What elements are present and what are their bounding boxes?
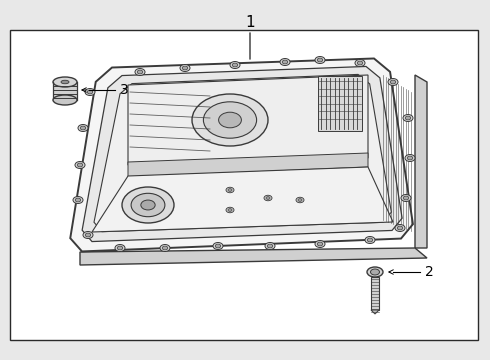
Ellipse shape [75,162,85,168]
Ellipse shape [78,125,88,131]
Ellipse shape [135,68,145,76]
Ellipse shape [53,95,77,105]
Ellipse shape [160,244,170,252]
Bar [318,76,362,131]
Ellipse shape [131,193,165,217]
Ellipse shape [73,197,83,203]
Ellipse shape [80,126,86,130]
Ellipse shape [315,240,325,248]
Ellipse shape [298,199,302,201]
Ellipse shape [388,78,398,86]
Ellipse shape [370,269,379,275]
Ellipse shape [180,64,190,72]
Ellipse shape [228,189,232,192]
Ellipse shape [141,200,155,210]
Ellipse shape [85,89,95,95]
Ellipse shape [203,102,257,138]
Ellipse shape [405,116,411,120]
Ellipse shape [266,197,270,199]
Ellipse shape [401,194,411,202]
Ellipse shape [226,187,234,193]
Ellipse shape [232,63,238,67]
Ellipse shape [317,242,323,246]
Ellipse shape [390,80,396,84]
Ellipse shape [182,66,188,70]
Ellipse shape [264,195,272,201]
Ellipse shape [407,156,413,160]
Ellipse shape [357,61,363,65]
Ellipse shape [219,112,242,128]
Polygon shape [94,75,392,232]
Ellipse shape [192,94,268,146]
Ellipse shape [397,226,403,230]
Ellipse shape [137,70,143,74]
Bar [10,30,478,340]
Ellipse shape [117,246,123,250]
Ellipse shape [87,90,93,94]
Ellipse shape [61,80,69,84]
Ellipse shape [226,207,234,213]
Ellipse shape [296,197,304,203]
Ellipse shape [395,225,405,231]
Ellipse shape [85,233,91,237]
Polygon shape [371,310,379,314]
Ellipse shape [53,77,77,87]
Ellipse shape [365,237,375,243]
Ellipse shape [280,58,290,66]
Ellipse shape [355,59,365,67]
Ellipse shape [282,60,288,64]
Ellipse shape [230,62,240,68]
Ellipse shape [403,114,413,122]
Text: 2: 2 [425,265,434,279]
Ellipse shape [213,243,223,249]
Bar [53,82,77,100]
Polygon shape [70,58,413,251]
Ellipse shape [77,163,83,167]
Text: 1: 1 [245,14,255,30]
Polygon shape [82,67,402,242]
Ellipse shape [228,208,232,211]
Text: 3: 3 [120,83,129,97]
Bar [371,277,379,310]
Ellipse shape [265,243,275,249]
Ellipse shape [115,244,125,252]
Ellipse shape [162,246,168,250]
Ellipse shape [367,238,373,242]
Ellipse shape [122,187,174,223]
Ellipse shape [267,244,273,248]
Polygon shape [415,75,427,248]
Ellipse shape [215,244,221,248]
Ellipse shape [317,58,323,62]
Polygon shape [128,75,368,165]
Ellipse shape [403,196,409,200]
Polygon shape [92,167,393,232]
Ellipse shape [75,198,81,202]
Ellipse shape [405,154,415,162]
Ellipse shape [367,267,383,277]
Polygon shape [80,248,427,265]
Ellipse shape [315,57,325,63]
Polygon shape [128,153,368,177]
Ellipse shape [83,231,93,239]
